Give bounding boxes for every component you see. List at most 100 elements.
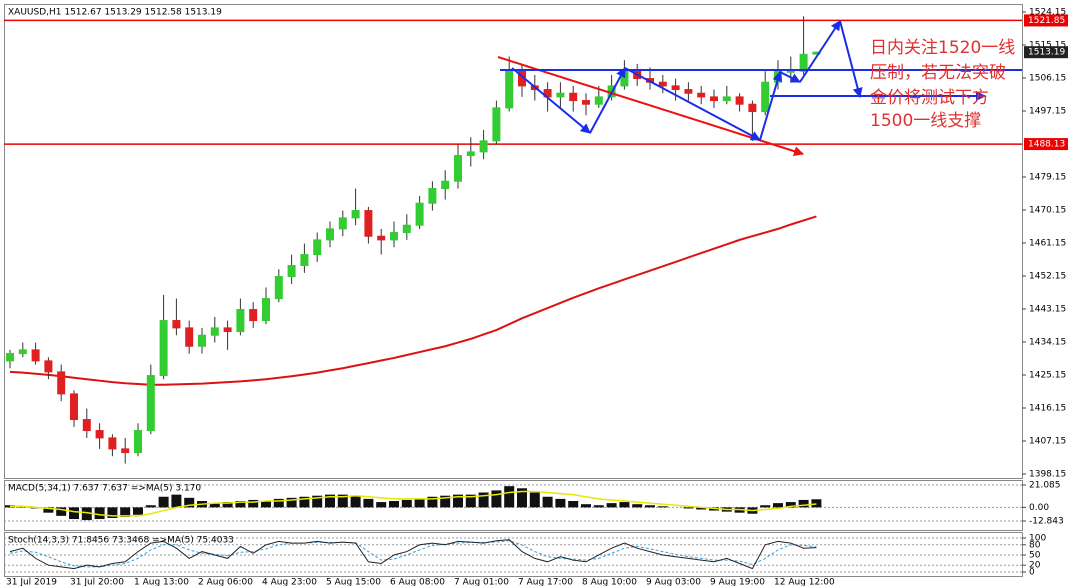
macd-bar xyxy=(453,494,463,508)
x-tick-label: 1 Aug 13:00 xyxy=(134,578,189,586)
macd-bar xyxy=(542,496,553,508)
macd-bar xyxy=(568,501,579,508)
y-tick-label: 1407.15 xyxy=(1029,437,1066,447)
arrow xyxy=(779,71,801,83)
macd-bar xyxy=(645,505,655,508)
y-tick-label: 1515.15 xyxy=(1029,41,1066,51)
macd-bar xyxy=(478,492,489,508)
y-tick-label: 50 xyxy=(1029,550,1041,560)
stoch-main xyxy=(9,539,817,570)
arrow xyxy=(799,20,841,83)
candle-body xyxy=(236,309,245,333)
x-tick-label: 7 Aug 17:00 xyxy=(518,578,573,586)
candle-body xyxy=(31,349,40,362)
y-tick-label: 1470.15 xyxy=(1029,206,1066,216)
macd-bar xyxy=(184,497,195,508)
candle-body xyxy=(172,320,181,329)
candle-body xyxy=(210,327,219,336)
candle-body xyxy=(223,327,232,333)
y-tick-label: 1425.15 xyxy=(1029,371,1066,381)
macd-bar xyxy=(504,486,515,508)
candle-body xyxy=(121,448,130,454)
macd-bar xyxy=(350,495,361,508)
macd-bar xyxy=(376,502,387,508)
macd-bar xyxy=(94,507,105,520)
candle-body xyxy=(159,320,168,377)
candle-body xyxy=(735,96,744,105)
moving-average xyxy=(9,215,817,386)
x-tick-label: 5 Aug 15:00 xyxy=(326,578,381,586)
macd-bar xyxy=(209,503,220,508)
macd-bar xyxy=(56,507,67,516)
y-tick-label: 1524.15 xyxy=(1029,8,1066,18)
candle-body xyxy=(70,393,78,421)
price-tag xyxy=(1024,46,1068,59)
candle-body xyxy=(249,309,258,322)
candle-body xyxy=(786,70,795,73)
candle-body xyxy=(18,349,27,355)
arrow xyxy=(511,67,591,134)
macd-signal xyxy=(10,490,817,517)
macd-bar xyxy=(401,499,412,508)
price-tag-label: 1513.19 xyxy=(1028,48,1065,58)
candle-body xyxy=(44,360,53,373)
annotation: 压制，若无法突破 xyxy=(870,63,1006,83)
macd-bar xyxy=(171,494,182,508)
arrow xyxy=(589,67,626,134)
price-tag xyxy=(1024,14,1068,27)
macd-bar xyxy=(81,507,92,521)
candle-body xyxy=(428,188,437,204)
macd-bar xyxy=(312,495,323,508)
y-tick-label: 80 xyxy=(1029,540,1041,550)
candle-body xyxy=(185,327,194,347)
chart-title: XAUUSD,H1 1512.67 1513.29 1512.58 1513.1… xyxy=(8,8,222,18)
macd-bar xyxy=(286,497,297,508)
macd-bar xyxy=(632,504,643,508)
macd-bar xyxy=(414,498,425,508)
y-tick-label: 0 xyxy=(1029,567,1035,577)
marks xyxy=(4,16,1022,573)
macd-bar xyxy=(760,505,771,508)
candle-body xyxy=(441,180,450,190)
macd-bar xyxy=(158,496,169,508)
macd-bar xyxy=(798,499,809,508)
macd-bar xyxy=(337,494,348,508)
macd-bar xyxy=(273,498,284,508)
macd-bar xyxy=(465,494,476,508)
annotation: 金价将测试下方 xyxy=(870,88,989,108)
macd-bar xyxy=(657,506,668,508)
candle-body xyxy=(671,85,680,91)
annotation: 日内关注1520一线 xyxy=(870,38,1015,58)
candle-body xyxy=(479,140,488,153)
candle-body xyxy=(556,92,565,98)
arrow xyxy=(839,20,863,98)
macd-bar xyxy=(785,502,796,508)
candle-body xyxy=(492,107,501,142)
macd-title: MACD(5,34,1) 7.637 7.637 =>MA(5) 3.170 xyxy=(8,484,201,494)
stoch-signal xyxy=(9,540,817,568)
macd-bar xyxy=(235,501,246,508)
macd-bar xyxy=(325,494,335,508)
macd-bar xyxy=(299,496,310,508)
candle-body xyxy=(799,53,808,72)
candle-body xyxy=(262,298,270,322)
x-tick-label: 9 Aug 19:00 xyxy=(710,578,765,586)
y-tick-label: -12.843 xyxy=(1029,516,1064,526)
macd-bar xyxy=(517,488,527,508)
macd-bar xyxy=(683,507,694,509)
stoch-title: Stoch(14,3,3) 71.8456 73.3468 =>MA(5) 75… xyxy=(8,536,234,546)
candle-body xyxy=(684,89,693,94)
candle-body xyxy=(658,81,667,87)
annotation: 1500一线支撑 xyxy=(870,111,981,131)
macd-bar xyxy=(606,503,617,508)
macd-bar xyxy=(440,495,451,508)
macd-bar xyxy=(593,505,604,508)
y-tick-label: 1461.15 xyxy=(1029,239,1066,249)
candle-body xyxy=(594,96,603,105)
macd-bar xyxy=(261,501,271,508)
macd-bar xyxy=(619,502,630,508)
candle-body xyxy=(697,92,706,98)
candle-body xyxy=(108,437,117,450)
x-tick-label: 31 Jul 2019 xyxy=(6,578,57,586)
